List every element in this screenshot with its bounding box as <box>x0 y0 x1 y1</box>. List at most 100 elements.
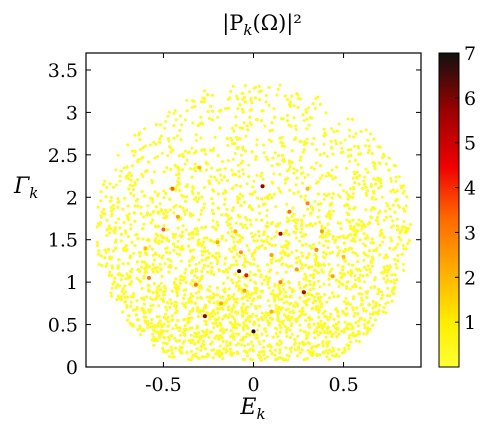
data-point <box>280 135 284 139</box>
data-point <box>154 330 158 333</box>
data-point <box>400 225 404 229</box>
data-point <box>268 242 271 246</box>
data-point <box>347 262 351 266</box>
data-point <box>204 152 208 156</box>
data-point <box>316 192 320 196</box>
data-point <box>162 322 166 326</box>
data-point <box>167 110 171 114</box>
data-point <box>363 175 367 179</box>
data-point <box>252 273 256 277</box>
data-point <box>264 311 268 315</box>
data-point <box>297 281 301 285</box>
data-point <box>377 303 381 307</box>
data-point <box>164 192 168 196</box>
data-point <box>152 343 156 347</box>
data-point <box>213 135 217 139</box>
data-point <box>393 210 397 214</box>
data-point <box>385 274 389 278</box>
data-point <box>221 357 225 361</box>
data-point <box>320 302 324 306</box>
data-point <box>244 309 248 313</box>
data-point <box>217 181 221 185</box>
data-point <box>202 148 206 152</box>
data-point <box>148 213 152 217</box>
data-point <box>128 282 132 286</box>
data-point <box>211 225 215 229</box>
data-point <box>352 135 356 139</box>
data-point <box>203 226 207 230</box>
data-point <box>218 126 222 130</box>
data-point <box>299 195 303 199</box>
data-point <box>236 201 240 205</box>
data-point <box>152 282 156 286</box>
data-point <box>217 316 221 320</box>
data-point <box>114 168 118 172</box>
data-point <box>276 307 279 311</box>
data-point <box>162 189 166 193</box>
data-point <box>326 246 330 250</box>
data-point <box>226 179 229 183</box>
data-point <box>225 220 229 224</box>
data-point <box>246 315 250 319</box>
data-point <box>232 317 236 321</box>
data-point <box>221 317 225 321</box>
data-point <box>317 333 320 337</box>
data-point <box>130 240 134 244</box>
data-point <box>346 154 350 158</box>
data-point <box>148 244 152 248</box>
data-point <box>237 286 241 290</box>
data-point <box>382 265 386 269</box>
data-point <box>146 284 150 287</box>
data-point <box>331 209 335 213</box>
data-point <box>194 262 198 266</box>
data-point <box>221 281 225 285</box>
data-point <box>347 336 351 340</box>
data-point <box>362 222 366 226</box>
data-point <box>367 144 371 148</box>
data-point <box>369 132 373 136</box>
data-point <box>306 173 310 177</box>
data-point <box>215 262 219 266</box>
data-point <box>209 342 212 346</box>
data-point <box>142 329 146 333</box>
data-point <box>381 240 385 244</box>
data-point <box>286 358 290 362</box>
data-point <box>258 98 262 102</box>
data-point <box>264 275 268 279</box>
data-point <box>293 338 297 341</box>
data-point <box>106 248 110 252</box>
data-point <box>289 347 292 351</box>
data-point <box>331 346 335 350</box>
data-point <box>176 166 180 170</box>
data-point <box>174 277 178 281</box>
data-point <box>396 259 400 263</box>
data-point <box>120 289 124 293</box>
data-point <box>369 216 373 220</box>
data-point <box>288 336 292 339</box>
data-point <box>208 284 212 288</box>
data-point <box>287 233 291 237</box>
data-point <box>377 161 381 165</box>
data-point <box>274 205 278 209</box>
data-point <box>150 321 153 325</box>
data-point <box>231 126 234 130</box>
data-point <box>132 251 136 255</box>
data-point <box>140 306 144 310</box>
data-point <box>203 347 207 351</box>
data-point <box>321 173 324 177</box>
data-point <box>300 227 304 231</box>
data-point <box>190 189 194 193</box>
data-point <box>159 288 162 292</box>
data-point <box>379 184 383 188</box>
data-point <box>126 295 129 299</box>
data-point <box>124 277 128 281</box>
data-point <box>195 227 198 231</box>
data-point <box>166 320 170 324</box>
data-point <box>174 346 178 350</box>
data-point <box>290 264 294 268</box>
data-point <box>315 292 319 296</box>
data-point <box>314 307 318 311</box>
data-point <box>231 84 235 88</box>
data-point <box>298 296 302 300</box>
data-point <box>402 268 406 272</box>
